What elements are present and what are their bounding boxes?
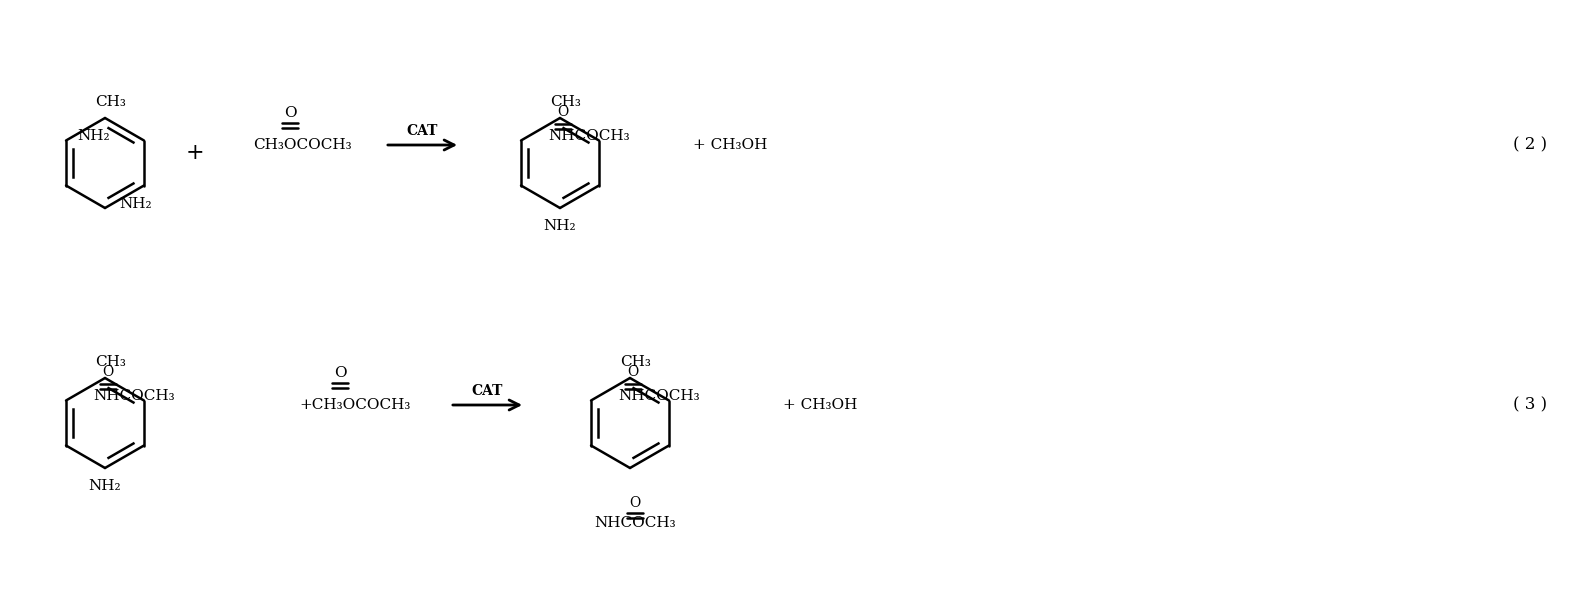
Text: O: O bbox=[630, 496, 641, 510]
Text: CAT: CAT bbox=[406, 124, 438, 138]
Text: NHCOCH₃: NHCOCH₃ bbox=[619, 388, 700, 403]
Text: O: O bbox=[333, 366, 346, 380]
Text: O: O bbox=[557, 106, 568, 120]
Text: O: O bbox=[103, 365, 114, 380]
Text: NHCOCH₃: NHCOCH₃ bbox=[94, 388, 175, 403]
Text: O: O bbox=[284, 106, 297, 120]
Text: NHCOCH₃: NHCOCH₃ bbox=[594, 516, 676, 530]
Text: CH₃: CH₃ bbox=[551, 95, 581, 109]
Text: ( 2 ): ( 2 ) bbox=[1512, 136, 1547, 154]
Text: CH₃OCOCH₃: CH₃OCOCH₃ bbox=[252, 138, 351, 152]
Text: NH₂: NH₂ bbox=[78, 129, 111, 144]
Text: ( 3 ): ( 3 ) bbox=[1512, 397, 1547, 413]
Text: + CH₃OH: + CH₃OH bbox=[782, 398, 857, 412]
Text: +CH₃OCOCH₃: +CH₃OCOCH₃ bbox=[300, 398, 411, 412]
Text: NHCOCH₃: NHCOCH₃ bbox=[548, 129, 630, 142]
Text: + CH₃OH: + CH₃OH bbox=[694, 138, 767, 152]
Text: CH₃: CH₃ bbox=[95, 95, 127, 109]
Text: +: + bbox=[186, 142, 205, 164]
Text: NH₂: NH₂ bbox=[119, 196, 152, 211]
Text: NH₂: NH₂ bbox=[544, 219, 576, 233]
Text: CAT: CAT bbox=[471, 384, 503, 398]
Text: O: O bbox=[627, 365, 638, 380]
Text: CH₃: CH₃ bbox=[95, 355, 127, 369]
Text: NH₂: NH₂ bbox=[89, 479, 121, 493]
Text: CH₃: CH₃ bbox=[621, 355, 651, 369]
